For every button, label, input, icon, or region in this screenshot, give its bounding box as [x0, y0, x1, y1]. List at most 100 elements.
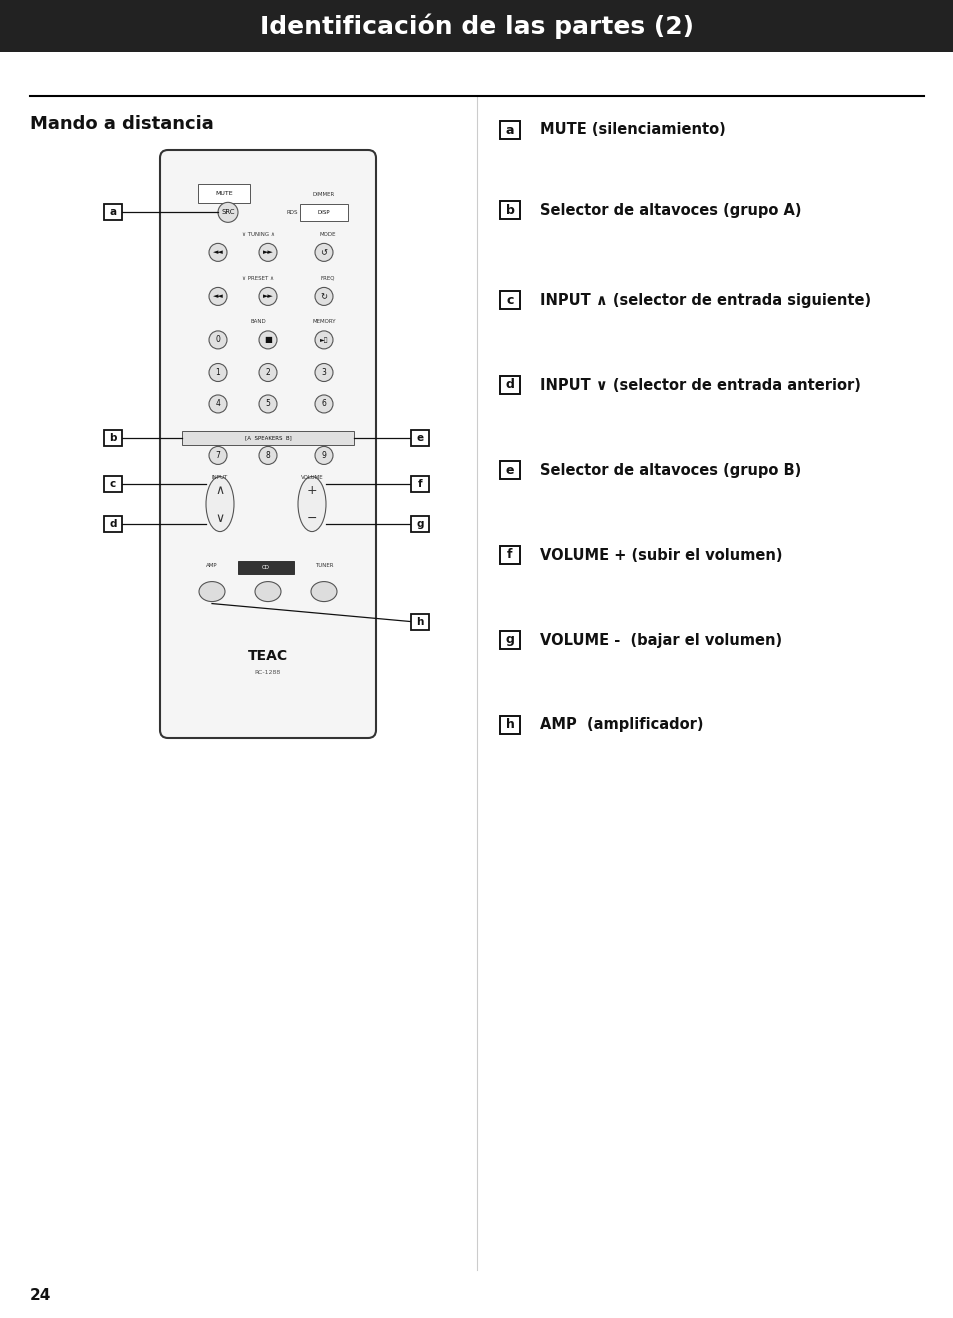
- Bar: [499, 291, 519, 308]
- Text: INPUT ∨ (selector de entrada anterior): INPUT ∨ (selector de entrada anterior): [539, 377, 860, 393]
- Text: Mando a distancia: Mando a distancia: [30, 115, 213, 133]
- Text: 0: 0: [215, 335, 220, 344]
- Circle shape: [314, 395, 333, 413]
- Text: h: h: [505, 718, 514, 731]
- Text: ∨ PRESET ∧: ∨ PRESET ∧: [242, 275, 274, 281]
- Text: INPUT: INPUT: [212, 474, 228, 480]
- Bar: [0, 0, 953, 51]
- Bar: [104, 517, 122, 532]
- Ellipse shape: [311, 581, 336, 601]
- Circle shape: [258, 331, 276, 349]
- Text: +: +: [306, 484, 317, 497]
- Bar: [499, 716, 519, 734]
- Circle shape: [209, 447, 227, 464]
- Text: h: h: [416, 617, 423, 626]
- Circle shape: [258, 395, 276, 413]
- Text: CD: CD: [262, 565, 270, 571]
- Text: VOLUME -  (bajar el volumen): VOLUME - (bajar el volumen): [539, 633, 781, 647]
- Text: e: e: [416, 434, 423, 443]
- Bar: [104, 476, 122, 492]
- Text: 1: 1: [215, 368, 220, 377]
- Circle shape: [314, 447, 333, 464]
- Text: MUTE (silenciamiento): MUTE (silenciamiento): [539, 123, 725, 137]
- Circle shape: [314, 364, 333, 381]
- Text: AMP: AMP: [206, 563, 217, 568]
- Text: VOLUME: VOLUME: [300, 474, 323, 480]
- Circle shape: [258, 364, 276, 381]
- Text: 7: 7: [215, 451, 220, 460]
- Bar: [499, 546, 519, 564]
- Text: 4: 4: [215, 399, 220, 409]
- Bar: [182, 431, 354, 445]
- Text: TUNER: TUNER: [314, 563, 333, 568]
- Text: ►⏸: ►⏸: [319, 337, 328, 343]
- Text: BAND: BAND: [250, 319, 266, 324]
- Bar: [299, 204, 348, 221]
- Text: Selector de altavoces (grupo B): Selector de altavoces (grupo B): [539, 463, 801, 477]
- Text: e: e: [505, 464, 514, 477]
- Circle shape: [314, 244, 333, 261]
- Circle shape: [314, 287, 333, 306]
- Text: AMP  (amplificador): AMP (amplificador): [539, 717, 702, 733]
- Ellipse shape: [254, 581, 281, 601]
- Text: SRC: SRC: [221, 210, 234, 215]
- Bar: [237, 561, 294, 573]
- Text: RDS: RDS: [286, 210, 297, 215]
- Text: f: f: [507, 548, 512, 561]
- Bar: [104, 204, 122, 220]
- Text: ◄◄: ◄◄: [213, 249, 223, 256]
- Text: c: c: [110, 478, 116, 489]
- Text: INPUT ∧ (selector de entrada siguiente): INPUT ∧ (selector de entrada siguiente): [539, 293, 870, 307]
- Text: g: g: [416, 519, 423, 529]
- Text: c: c: [506, 294, 513, 307]
- Text: b: b: [110, 434, 116, 443]
- Text: RC-1288: RC-1288: [254, 671, 281, 675]
- Text: DISP: DISP: [317, 210, 330, 215]
- Bar: [499, 376, 519, 394]
- Ellipse shape: [297, 477, 326, 531]
- Text: 5: 5: [265, 399, 270, 409]
- Bar: [411, 614, 429, 630]
- Bar: [499, 631, 519, 648]
- Text: MEMORY: MEMORY: [312, 319, 335, 324]
- Text: Identificación de las partes (2): Identificación de las partes (2): [260, 13, 693, 38]
- Text: ↻: ↻: [320, 291, 327, 301]
- Text: VOLUME + (subir el volumen): VOLUME + (subir el volumen): [539, 547, 781, 563]
- Circle shape: [218, 203, 237, 223]
- Text: 9: 9: [321, 451, 326, 460]
- Text: d: d: [505, 378, 514, 391]
- Text: 24: 24: [30, 1288, 51, 1302]
- FancyBboxPatch shape: [160, 150, 375, 738]
- Text: ►►: ►►: [262, 249, 274, 256]
- Text: ►►: ►►: [262, 294, 274, 299]
- Ellipse shape: [199, 581, 225, 601]
- Text: [A  SPEAKERS  B]: [A SPEAKERS B]: [244, 435, 291, 440]
- Text: ∨ TUNING ∧: ∨ TUNING ∧: [241, 232, 274, 236]
- Bar: [104, 430, 122, 447]
- Bar: [411, 476, 429, 492]
- Text: f: f: [417, 478, 422, 489]
- Text: ◄◄: ◄◄: [213, 294, 223, 299]
- Bar: [499, 121, 519, 138]
- Circle shape: [209, 244, 227, 261]
- Text: −: −: [307, 511, 317, 525]
- Text: 8: 8: [265, 451, 270, 460]
- Circle shape: [209, 395, 227, 413]
- Text: ∧: ∧: [215, 484, 224, 497]
- Text: 6: 6: [321, 399, 326, 409]
- Text: MODE: MODE: [319, 232, 335, 236]
- Text: a: a: [110, 207, 116, 217]
- Bar: [198, 183, 250, 203]
- Text: d: d: [110, 519, 116, 529]
- Text: g: g: [505, 634, 514, 647]
- Circle shape: [209, 287, 227, 306]
- Text: Selector de altavoces (grupo A): Selector de altavoces (grupo A): [539, 203, 801, 217]
- Bar: [499, 202, 519, 219]
- Circle shape: [314, 331, 333, 349]
- Text: 3: 3: [321, 368, 326, 377]
- Circle shape: [209, 364, 227, 381]
- Text: ■: ■: [264, 335, 272, 344]
- Text: ↺: ↺: [320, 248, 327, 257]
- Text: DIMMER: DIMMER: [313, 191, 335, 196]
- Circle shape: [258, 244, 276, 261]
